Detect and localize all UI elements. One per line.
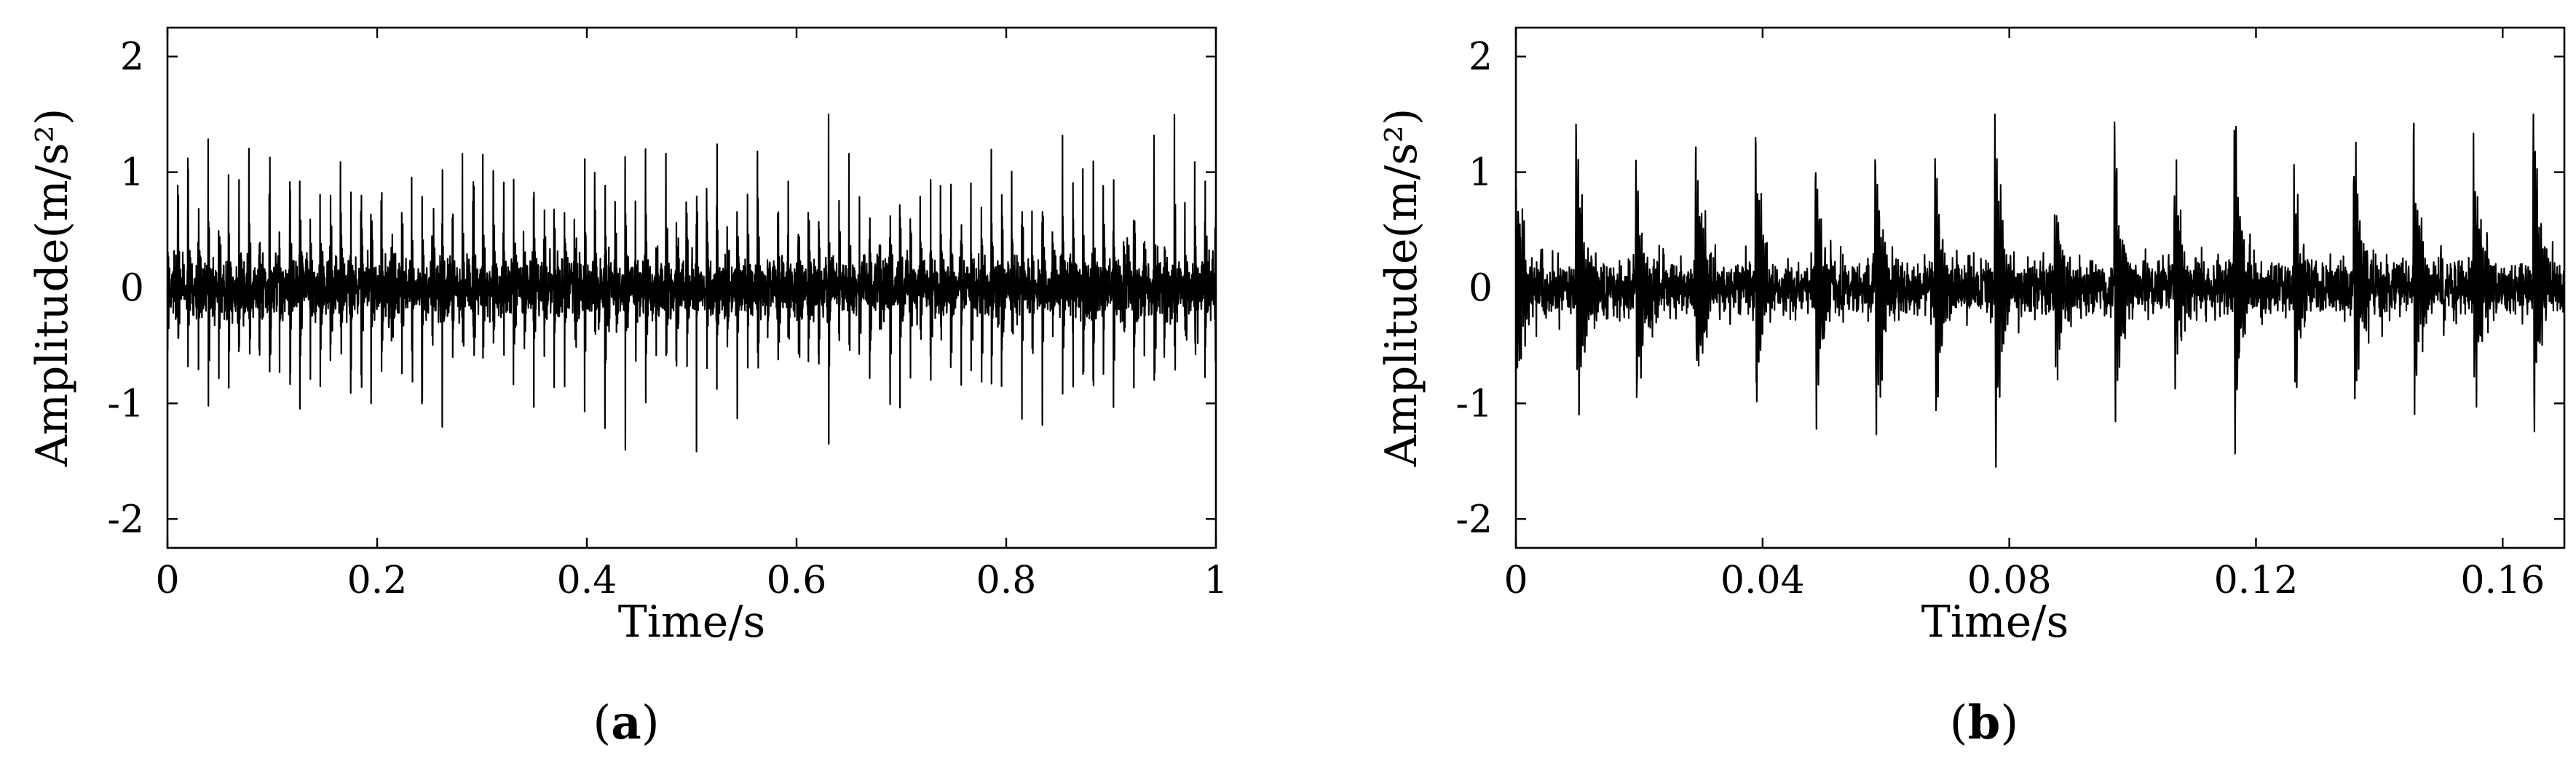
x-tick-label-b-2: 0.08 — [1967, 559, 2052, 602]
x-tick-label-b-0: 0 — [1504, 559, 1528, 602]
x-tick-label-b-4: 0.16 — [2460, 559, 2545, 602]
y-tick-label-a-2: 0 — [120, 267, 144, 311]
x-axis-label-b: Time/s — [1921, 597, 2069, 648]
x-tick-label-a-4: 0.8 — [976, 559, 1037, 602]
y-tick-label-b-3: 1 — [1469, 151, 1493, 195]
y-tick-label-b-2: 0 — [1469, 267, 1493, 311]
y-tick-label-b-4: 2 — [1469, 36, 1493, 79]
signal-trace-a — [166, 114, 1217, 453]
x-tick-label-a-3: 0.6 — [767, 559, 827, 602]
tick-labels-b: 0 0.04 0.08 0.12 0.16 -2 -1 0 1 2 — [1455, 36, 2545, 602]
panel-letter-a: a — [611, 696, 641, 750]
x-tick-label-a-2: 0.4 — [557, 559, 617, 602]
tick-labels-a: 0 0.2 0.4 0.6 0.8 1 -2 -1 0 1 2 — [107, 36, 1228, 602]
y-axis-label-b: Amplitude(m/s²) — [1376, 108, 1427, 467]
y-tick-label-b-0: -2 — [1455, 498, 1493, 541]
x-tick-label-a-1: 0.2 — [347, 559, 408, 602]
panel-label-b: (b) — [1950, 696, 2019, 750]
chart-panel-b: 0 0.04 0.08 0.12 0.16 -2 -1 0 1 2 Time/s Amplitud… — [1376, 26, 2566, 750]
y-tick-label-a-3: 1 — [120, 151, 144, 195]
x-tick-label-b-1: 0.04 — [1720, 559, 1805, 602]
x-tick-label-a-0: 0 — [155, 559, 179, 602]
signal-trace-b — [1514, 114, 2566, 468]
panel-letter-b: b — [1968, 696, 2001, 750]
y-axis-label-a: Amplitude(m/s²) — [27, 108, 78, 467]
ticks-b — [1514, 28, 2564, 548]
panel-label-a: (a) — [593, 696, 659, 750]
x-tick-label-a-5: 1 — [1204, 559, 1228, 602]
y-tick-label-a-1: -1 — [107, 382, 144, 426]
chart-panel-a: 0 0.2 0.4 0.6 0.8 1 -2 -1 0 1 2 Time/s Amplitude(m… — [27, 26, 1228, 750]
y-tick-label-b-1: -1 — [1455, 382, 1493, 426]
x-tick-label-b-3: 0.12 — [2214, 559, 2299, 602]
x-axis-label-a: Time/s — [618, 597, 766, 648]
y-tick-label-a-0: -2 — [107, 498, 144, 541]
ticks-a — [166, 28, 1217, 548]
y-tick-label-a-4: 2 — [120, 36, 144, 79]
